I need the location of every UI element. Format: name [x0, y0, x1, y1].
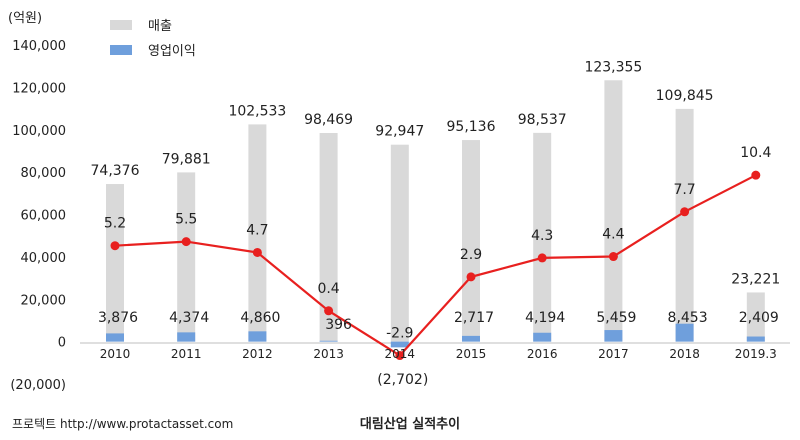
bar-operating-profit [177, 332, 196, 342]
source-text: 프로텍트 http://www.protactasset.com [12, 417, 233, 431]
operating-profit-label: 2,409 [739, 310, 779, 326]
x-tick-label: 2018 [669, 347, 700, 361]
legend-swatch [110, 45, 132, 55]
x-tick-label: 2015 [456, 347, 487, 361]
margin-value-label: -2.9 [386, 326, 413, 342]
bar-operating-profit [604, 330, 623, 342]
bar-sales [248, 124, 267, 342]
chart-title: 대림산업 실적추이 [360, 416, 460, 432]
x-tick-label: 2014 [385, 347, 416, 361]
sales-value-label: 92,947 [375, 124, 424, 140]
operating-profit-label: 4,194 [525, 310, 565, 326]
y-tick-label: 100,000 [12, 124, 66, 139]
operating-profit-label: (2,702) [377, 372, 428, 388]
margin-value-label: 4.7 [246, 222, 268, 238]
y-tick-label: 40,000 [21, 251, 67, 266]
bar-operating-profit [106, 333, 124, 342]
x-tick-label: 2016 [527, 347, 558, 361]
operating-profit-label: 4,374 [169, 310, 209, 326]
x-tick-label: 2011 [171, 347, 202, 361]
sales-value-label: 79,881 [162, 151, 211, 167]
bar-sales [177, 172, 196, 342]
operating-profit-label: 3,876 [98, 310, 138, 326]
bar-operating-profit [390, 341, 409, 348]
y-tick-label: 140,000 [12, 39, 66, 54]
y-tick-label: 120,000 [12, 81, 66, 96]
sales-value-label: 95,136 [447, 119, 496, 135]
y-tick-label: 0 [58, 336, 66, 351]
bar-operating-profit [462, 335, 480, 342]
bar-sales [319, 132, 338, 342]
bar-operating-profit [248, 331, 267, 342]
sales-value-label: 123,355 [584, 59, 642, 75]
operating-profit-label: 8,453 [668, 310, 708, 326]
operating-profit-label: 5,459 [596, 310, 636, 326]
margin-line-path [114, 174, 757, 357]
margin-point [537, 253, 547, 263]
margin-value-label: 10.4 [740, 145, 771, 161]
margin-point [395, 351, 405, 361]
bar-sales [675, 108, 694, 342]
bars [106, 80, 765, 348]
margin-value-label: 4.3 [531, 228, 553, 244]
bar-sales [746, 292, 765, 342]
margin-point [110, 241, 120, 251]
y-tick-label: 80,000 [21, 166, 67, 181]
y-tick-label: (20,000) [10, 378, 66, 393]
legend-label: 영업이익 [148, 44, 196, 59]
x-tick-label: 2017 [598, 347, 629, 361]
y-unit-label: (억원) [8, 11, 42, 26]
margin-value-label: 5.2 [104, 216, 126, 232]
margin-point [680, 207, 690, 217]
bar-sales [390, 144, 409, 342]
margin-point [252, 247, 262, 257]
bar-sales [604, 80, 623, 342]
margin-point [466, 272, 476, 282]
legend-swatch [110, 20, 132, 30]
bar-operating-profit [746, 336, 765, 342]
bar-operating-profit [533, 332, 552, 342]
y-tick-label: 60,000 [21, 209, 67, 224]
x-tick-label: 2013 [313, 347, 344, 361]
margin-value-label: 7.7 [673, 182, 695, 198]
y-axis: 140,000 120,000 100,000 80,000 60,000 40,000 2… [10, 39, 66, 393]
margin-point [751, 170, 761, 180]
x-tick-label: 2012 [242, 347, 273, 361]
sales-value-label: 98,537 [518, 112, 567, 128]
bar-operating-profit [319, 340, 338, 342]
margin-value-label: 0.4 [317, 281, 339, 297]
legend-label: 매출 [148, 19, 172, 34]
margin-value-label: 4.4 [602, 227, 624, 243]
x-tick-label: 2019.3 [735, 347, 777, 361]
operating-profit-label: 396 [325, 317, 352, 333]
y-tick-label: 20,000 [21, 293, 67, 308]
margin-point [608, 252, 618, 262]
sales-value-label: 74,376 [91, 163, 140, 179]
operating-profit-label: 2,717 [454, 310, 494, 326]
margin-value-label: 5.5 [175, 212, 197, 228]
bar-operating-profit [675, 323, 694, 342]
bar-sales [106, 184, 124, 342]
x-axis: 2010 2011 2012 2013 2014 2015 2016 2017 2018 2019… [100, 347, 777, 361]
margin-value-label: 2.9 [460, 247, 482, 263]
bar-sales [533, 132, 552, 342]
margin-line [110, 170, 761, 361]
margin-point [324, 306, 334, 316]
bar-sales [462, 140, 480, 342]
sales-value-label: 102,533 [228, 103, 286, 119]
operating-profit-label: 4,860 [240, 310, 280, 326]
sales-value-label: 109,845 [656, 88, 714, 104]
sales-value-label: 98,469 [304, 112, 353, 128]
margin-point [181, 237, 191, 247]
sales-value-label: 23,221 [731, 271, 780, 287]
data-labels: 74,376 5.2 3,876 79,881 5.5 4,374 102,533 4.7 4,… [91, 59, 781, 388]
x-tick-label: 2010 [100, 347, 131, 361]
